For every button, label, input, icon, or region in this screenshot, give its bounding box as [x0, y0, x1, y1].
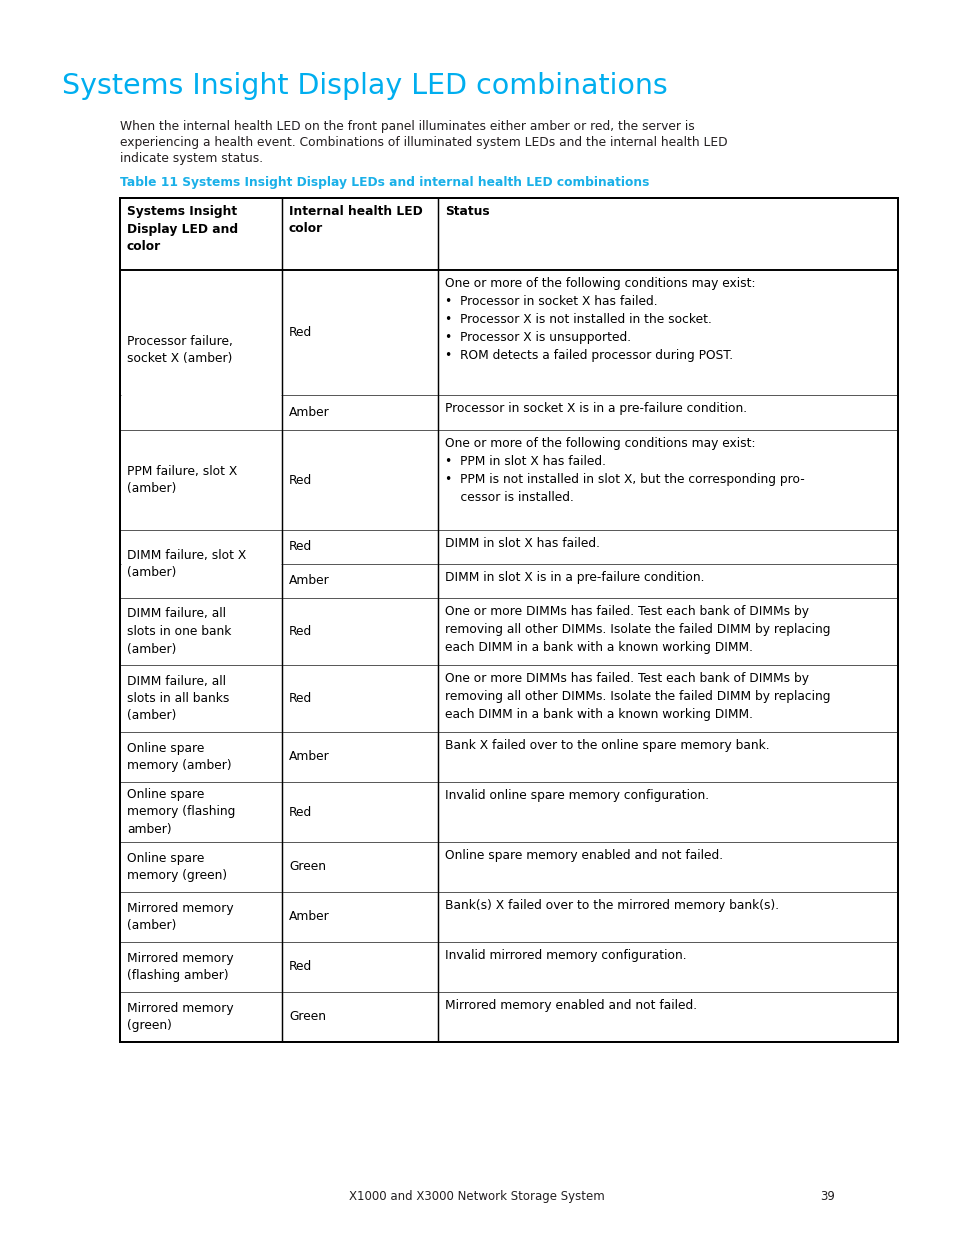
Text: Invalid mirrored memory configuration.: Invalid mirrored memory configuration.	[444, 948, 686, 962]
Text: Bank X failed over to the online spare memory bank.: Bank X failed over to the online spare m…	[444, 739, 769, 752]
Text: PPM failure, slot X
(amber): PPM failure, slot X (amber)	[127, 464, 237, 495]
Text: Systems Insight Display LED combinations: Systems Insight Display LED combinations	[62, 72, 667, 100]
Text: Red: Red	[289, 473, 312, 487]
Text: Internal health LED
color: Internal health LED color	[289, 205, 422, 236]
Text: Red: Red	[289, 326, 312, 338]
Text: experiencing a health event. Combinations of illuminated system LEDs and the int: experiencing a health event. Combination…	[120, 136, 727, 149]
Text: Red: Red	[289, 541, 312, 553]
Text: Systems Insight
Display LED and
color: Systems Insight Display LED and color	[127, 205, 238, 253]
Text: Amber: Amber	[289, 751, 330, 763]
Text: DIMM failure, all
slots in one bank
(amber): DIMM failure, all slots in one bank (amb…	[127, 608, 232, 656]
Text: One or more of the following conditions may exist:
•  Processor in socket X has : One or more of the following conditions …	[444, 277, 755, 362]
Text: Bank(s) X failed over to the mirrored memory bank(s).: Bank(s) X failed over to the mirrored me…	[444, 899, 779, 911]
Text: Green: Green	[289, 1010, 326, 1024]
Text: Online spare
memory (green): Online spare memory (green)	[127, 852, 227, 882]
Text: Red: Red	[289, 692, 312, 705]
Text: Mirrored memory
(green): Mirrored memory (green)	[127, 1002, 233, 1032]
Text: Invalid online spare memory configuration.: Invalid online spare memory configuratio…	[444, 789, 708, 802]
Text: Mirrored memory enabled and not failed.: Mirrored memory enabled and not failed.	[444, 999, 697, 1011]
Text: Processor in socket X is in a pre-failure condition.: Processor in socket X is in a pre-failur…	[444, 403, 746, 415]
Text: Mirrored memory
(amber): Mirrored memory (amber)	[127, 902, 233, 932]
Text: 39: 39	[820, 1191, 834, 1203]
Text: DIMM failure, slot X
(amber): DIMM failure, slot X (amber)	[127, 548, 246, 579]
Text: Processor failure,
socket X (amber): Processor failure, socket X (amber)	[127, 335, 233, 366]
Text: When the internal health LED on the front panel illuminates either amber or red,: When the internal health LED on the fron…	[120, 120, 694, 133]
Text: Amber: Amber	[289, 574, 330, 588]
Text: Online spare
memory (flashing
amber): Online spare memory (flashing amber)	[127, 788, 235, 836]
Text: indicate system status.: indicate system status.	[120, 152, 263, 165]
Text: One or more DIMMs has failed. Test each bank of DIMMs by
removing all other DIMM: One or more DIMMs has failed. Test each …	[444, 672, 830, 721]
Text: One or more DIMMs has failed. Test each bank of DIMMs by
removing all other DIMM: One or more DIMMs has failed. Test each …	[444, 605, 830, 655]
Text: Mirrored memory
(flashing amber): Mirrored memory (flashing amber)	[127, 952, 233, 982]
Text: Table 11 Systems Insight Display LEDs and internal health LED combinations: Table 11 Systems Insight Display LEDs an…	[120, 177, 649, 189]
Text: Amber: Amber	[289, 910, 330, 924]
Text: Red: Red	[289, 625, 312, 638]
Bar	[120, 198, 897, 1042]
Bar	[120, 198, 897, 1042]
Text: Red: Red	[289, 805, 312, 819]
Text: X1000 and X3000 Network Storage System: X1000 and X3000 Network Storage System	[349, 1191, 604, 1203]
Text: Red: Red	[289, 961, 312, 973]
Text: Green: Green	[289, 861, 326, 873]
Text: Amber: Amber	[289, 406, 330, 419]
Text: Online spare memory enabled and not failed.: Online spare memory enabled and not fail…	[444, 848, 722, 862]
Text: DIMM in slot X has failed.: DIMM in slot X has failed.	[444, 537, 599, 550]
Text: DIMM in slot X is in a pre-failure condition.: DIMM in slot X is in a pre-failure condi…	[444, 571, 703, 584]
Text: DIMM failure, all
slots in all banks
(amber): DIMM failure, all slots in all banks (am…	[127, 674, 229, 722]
Text: Status: Status	[444, 205, 489, 219]
Text: Online spare
memory (amber): Online spare memory (amber)	[127, 742, 232, 772]
Text: One or more of the following conditions may exist:
•  PPM in slot X has failed.
: One or more of the following conditions …	[444, 437, 804, 504]
